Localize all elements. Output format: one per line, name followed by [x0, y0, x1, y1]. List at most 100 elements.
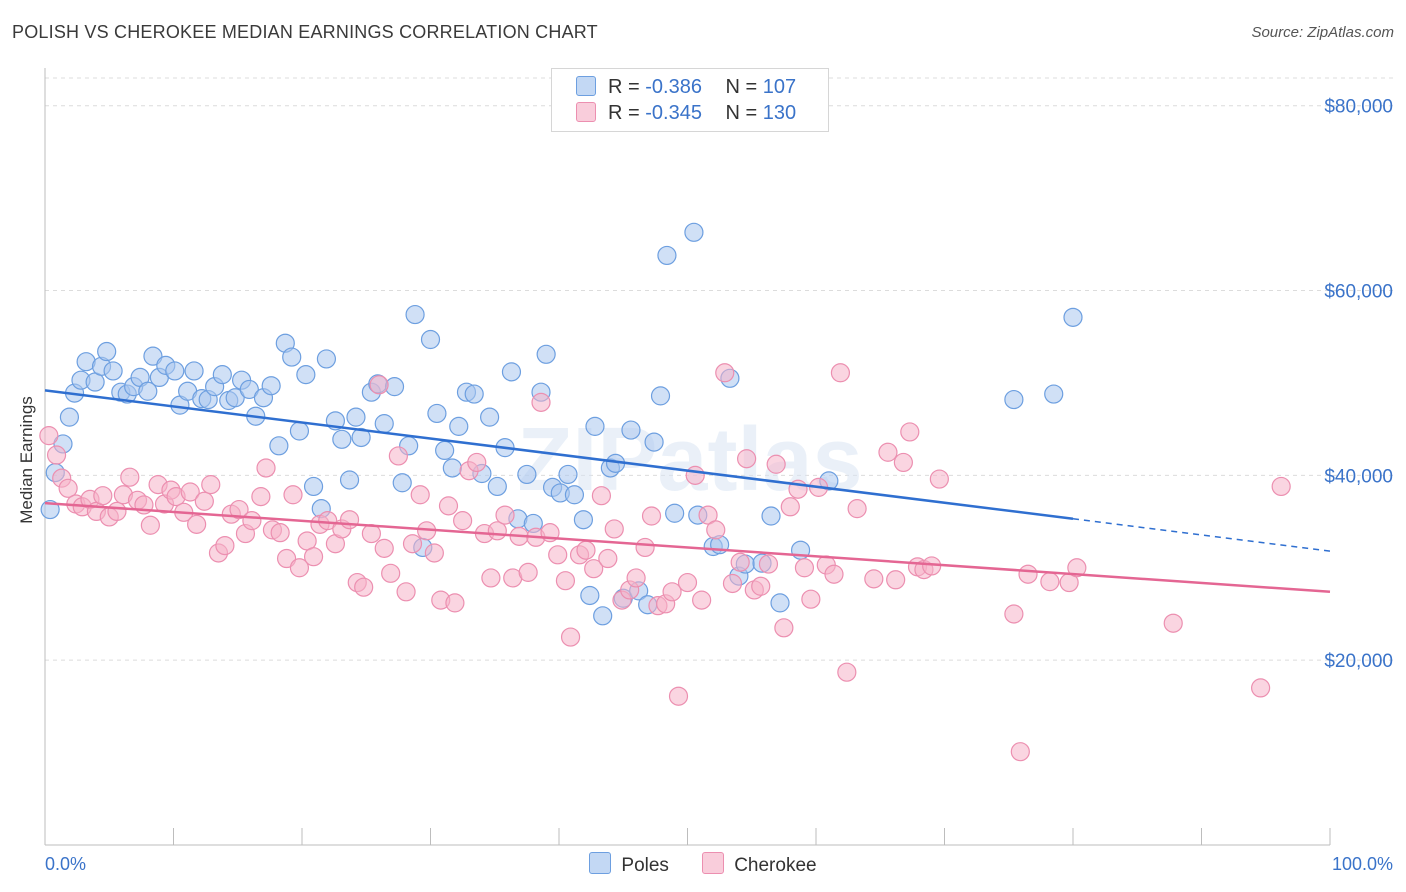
poles-point — [580, 585, 600, 606]
legend-row-poles: R = -0.386 N = 107 — [576, 76, 796, 100]
poles-point — [303, 476, 324, 497]
cherokee-point — [1067, 558, 1087, 578]
cherokee-trend-line — [44, 501, 1331, 594]
cherokee-point — [467, 452, 487, 473]
cherokee-swatch — [576, 102, 596, 122]
poles-point — [97, 341, 117, 362]
cherokee-point — [396, 582, 416, 602]
poles-point — [261, 376, 281, 396]
poles-point — [143, 346, 163, 366]
cherokee-point — [251, 487, 271, 507]
poles-point — [517, 464, 537, 485]
poles-point — [621, 420, 641, 440]
cherokee-legend-label: Cherokee — [734, 855, 817, 876]
cherokee-point — [381, 563, 401, 583]
cherokee-point — [140, 515, 160, 535]
poles-point — [138, 381, 158, 401]
poles-point — [332, 429, 352, 449]
cherokee-point — [438, 496, 459, 516]
cherokee-point — [410, 485, 430, 505]
cherokee-point — [774, 618, 794, 638]
cherokee-r-label: R = — [608, 102, 640, 124]
cherokee-legend-swatch — [702, 852, 725, 874]
poles-point — [225, 388, 245, 408]
cherokee-point — [289, 558, 310, 578]
poles-point — [1044, 384, 1064, 404]
poles-point — [59, 407, 80, 427]
poles-trend-line-extension — [1072, 518, 1331, 552]
y-tick-label: $40,000 — [1324, 466, 1393, 487]
cherokee-point — [794, 558, 815, 578]
cherokee-point — [706, 520, 726, 540]
cherokee-point — [180, 482, 200, 502]
cherokee-point — [685, 465, 705, 485]
cherokee-point — [886, 570, 906, 590]
cherokee-point — [847, 499, 867, 519]
correlation-legend: R = -0.386 N = 107 R = -0.345 N = 130 — [551, 68, 829, 132]
poles-point — [593, 606, 613, 626]
poles-point — [296, 365, 316, 385]
cherokee-n-label: N = — [725, 102, 758, 124]
poles-point — [212, 365, 232, 385]
cherokee-point — [751, 576, 771, 596]
legend-row-cherokee: R = -0.345 N = 130 — [576, 102, 796, 126]
cherokee-point — [402, 534, 423, 554]
poles-trend-line — [44, 389, 1074, 521]
cherokee-point — [641, 506, 662, 526]
poles-point — [282, 347, 302, 367]
cherokee-point — [737, 449, 757, 469]
y-axis-label: Median Earnings — [17, 396, 36, 524]
cherokee-point — [929, 469, 949, 489]
cherokee-point — [481, 568, 501, 588]
poles-point — [665, 503, 685, 523]
legend-item-poles[interactable]: Poles — [589, 852, 669, 877]
poles-point — [420, 329, 441, 350]
cherokee-point — [93, 486, 113, 506]
cherokee-point — [692, 590, 712, 610]
cherokee-point — [576, 540, 596, 560]
source-label: Source: ZipAtlas.com — [1251, 24, 1394, 41]
poles-point — [184, 361, 204, 381]
poles-point — [761, 506, 781, 526]
cherokee-point — [445, 593, 465, 613]
cherokee-point — [374, 538, 394, 558]
poles-point — [1063, 307, 1083, 327]
cherokee-point — [635, 537, 655, 558]
cherokee-point — [1004, 604, 1024, 624]
poles-point — [374, 414, 394, 434]
legend-item-cherokee[interactable]: Cherokee — [702, 852, 817, 877]
cherokee-point — [555, 571, 576, 591]
cherokee-point — [120, 467, 140, 487]
cherokee-point — [730, 552, 750, 572]
cherokee-point — [824, 564, 844, 584]
cherokee-point — [201, 475, 221, 495]
series-legend: Poles Cherokee — [0, 852, 1406, 877]
y-tick-label: $80,000 — [1324, 97, 1393, 118]
cherokee-point — [1163, 613, 1183, 633]
poles-point — [435, 440, 455, 461]
cherokee-point — [864, 569, 884, 589]
cherokee-point — [242, 511, 262, 531]
poles-point — [684, 222, 704, 242]
poles-n-label: N = — [725, 76, 758, 98]
y-tick-label: $20,000 — [1324, 651, 1393, 672]
poles-legend-label: Poles — [621, 855, 669, 876]
poles-point — [392, 473, 412, 493]
poles-r-label: R = — [608, 76, 640, 98]
poles-point — [501, 362, 522, 382]
cherokee-point — [1040, 572, 1060, 592]
cherokee-point — [766, 454, 786, 474]
poles-point — [405, 304, 425, 325]
poles-point — [770, 593, 790, 613]
cherokee-point — [591, 486, 612, 506]
cherokee-point — [495, 505, 515, 525]
poles-point — [103, 361, 123, 381]
cherokee-point — [194, 491, 214, 511]
cherokee-point — [801, 589, 821, 609]
axis-layer — [44, 68, 1331, 846]
poles-n-value: 107 — [762, 76, 797, 98]
cherokee-point — [598, 548, 618, 569]
poles-legend-swatch — [589, 852, 612, 874]
poles-point — [558, 464, 578, 485]
